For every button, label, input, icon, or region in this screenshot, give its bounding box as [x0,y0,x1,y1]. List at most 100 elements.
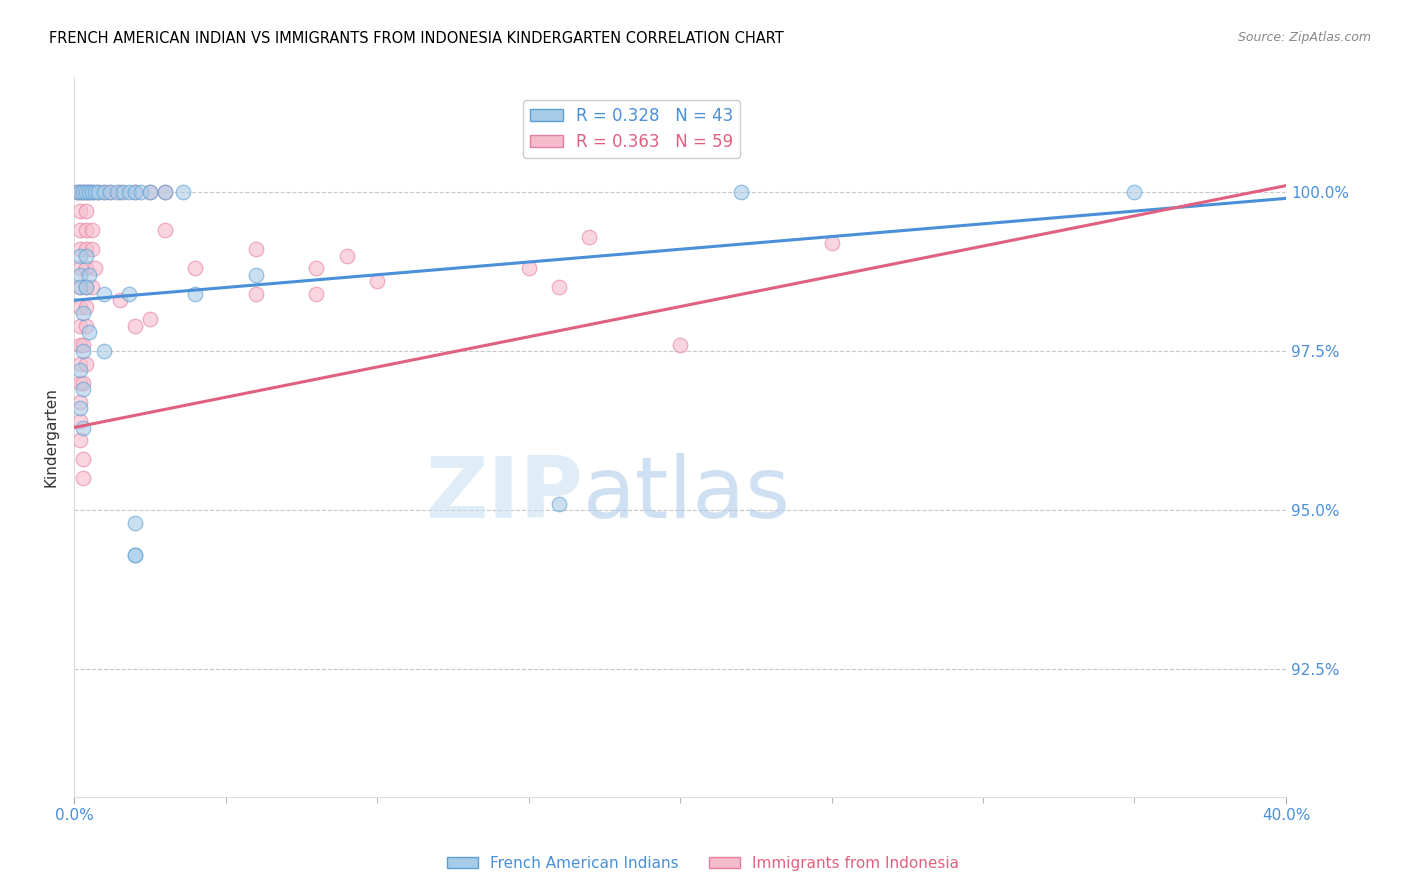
Point [124,185,146,199]
Point [72,185,94,199]
Point [72,382,94,396]
Point [69,401,91,416]
Point [84,185,107,199]
Point [93,286,115,301]
Point [820,235,842,250]
Y-axis label: Kindergarten: Kindergarten [44,387,58,487]
Text: Source: ZipAtlas.com: Source: ZipAtlas.com [1237,31,1371,45]
Point [69,434,91,448]
Point [72,420,94,434]
Point [75,357,97,371]
Point [69,357,91,371]
Point [69,318,91,333]
Point [72,338,94,352]
Point [82,185,104,199]
Point [69,395,91,409]
Point [124,318,146,333]
Point [77,268,100,282]
Point [66,185,89,199]
Point [69,261,91,276]
Legend: R = 0.328   N = 43, R = 0.363   N = 59: R = 0.328 N = 43, R = 0.363 N = 59 [523,100,740,158]
Point [69,300,91,314]
Point [82,242,104,256]
Point [108,293,131,308]
Point [108,185,131,199]
Point [305,261,328,276]
Point [124,548,146,562]
Point [105,185,128,199]
Point [245,242,267,256]
Point [75,242,97,256]
Point [184,286,207,301]
Point [82,185,104,199]
Point [245,268,267,282]
Point [336,249,359,263]
Point [75,223,97,237]
Point [69,280,91,294]
Point [245,286,267,301]
Point [139,185,162,199]
Point [69,185,91,199]
Point [69,376,91,390]
Point [72,306,94,320]
Point [100,185,122,199]
Point [69,242,91,256]
Point [184,261,207,276]
Point [69,338,91,352]
Point [69,268,91,282]
Point [82,280,104,294]
Point [547,280,569,294]
Point [69,363,91,377]
Point [1123,185,1146,199]
Point [730,185,752,199]
Point [93,185,115,199]
Point [77,185,100,199]
Point [75,280,97,294]
Point [153,185,176,199]
Legend: French American Indians, Immigrants from Indonesia: French American Indians, Immigrants from… [441,850,965,877]
Point [366,274,388,288]
Point [87,185,110,199]
Point [124,185,146,199]
Point [72,185,94,199]
Point [100,185,122,199]
Point [93,185,115,199]
Point [69,280,91,294]
Text: FRENCH AMERICAN INDIAN VS IMMIGRANTS FROM INDONESIA KINDERGARTEN CORRELATION CHA: FRENCH AMERICAN INDIAN VS IMMIGRANTS FRO… [49,31,785,46]
Point [124,516,146,530]
Point [111,185,134,199]
Point [69,249,91,263]
Point [69,223,91,237]
Point [75,318,97,333]
Text: ZIP: ZIP [426,453,583,536]
Point [75,280,97,294]
Point [139,312,162,326]
Point [75,204,97,219]
Point [77,325,100,339]
Point [87,185,110,199]
Point [172,185,194,199]
Point [153,185,176,199]
Point [69,204,91,219]
Text: atlas: atlas [583,453,792,536]
Point [547,497,569,511]
Point [75,300,97,314]
Point [578,229,600,244]
Point [305,286,328,301]
Point [72,344,94,359]
Point [69,414,91,428]
Point [75,249,97,263]
Point [117,286,139,301]
Point [75,261,97,276]
Point [124,548,146,562]
Point [82,223,104,237]
Point [72,452,94,467]
Point [117,185,139,199]
Point [153,223,176,237]
Point [75,185,97,199]
Point [84,261,107,276]
Point [93,344,115,359]
Point [75,185,97,199]
Point [139,185,162,199]
Point [69,185,91,199]
